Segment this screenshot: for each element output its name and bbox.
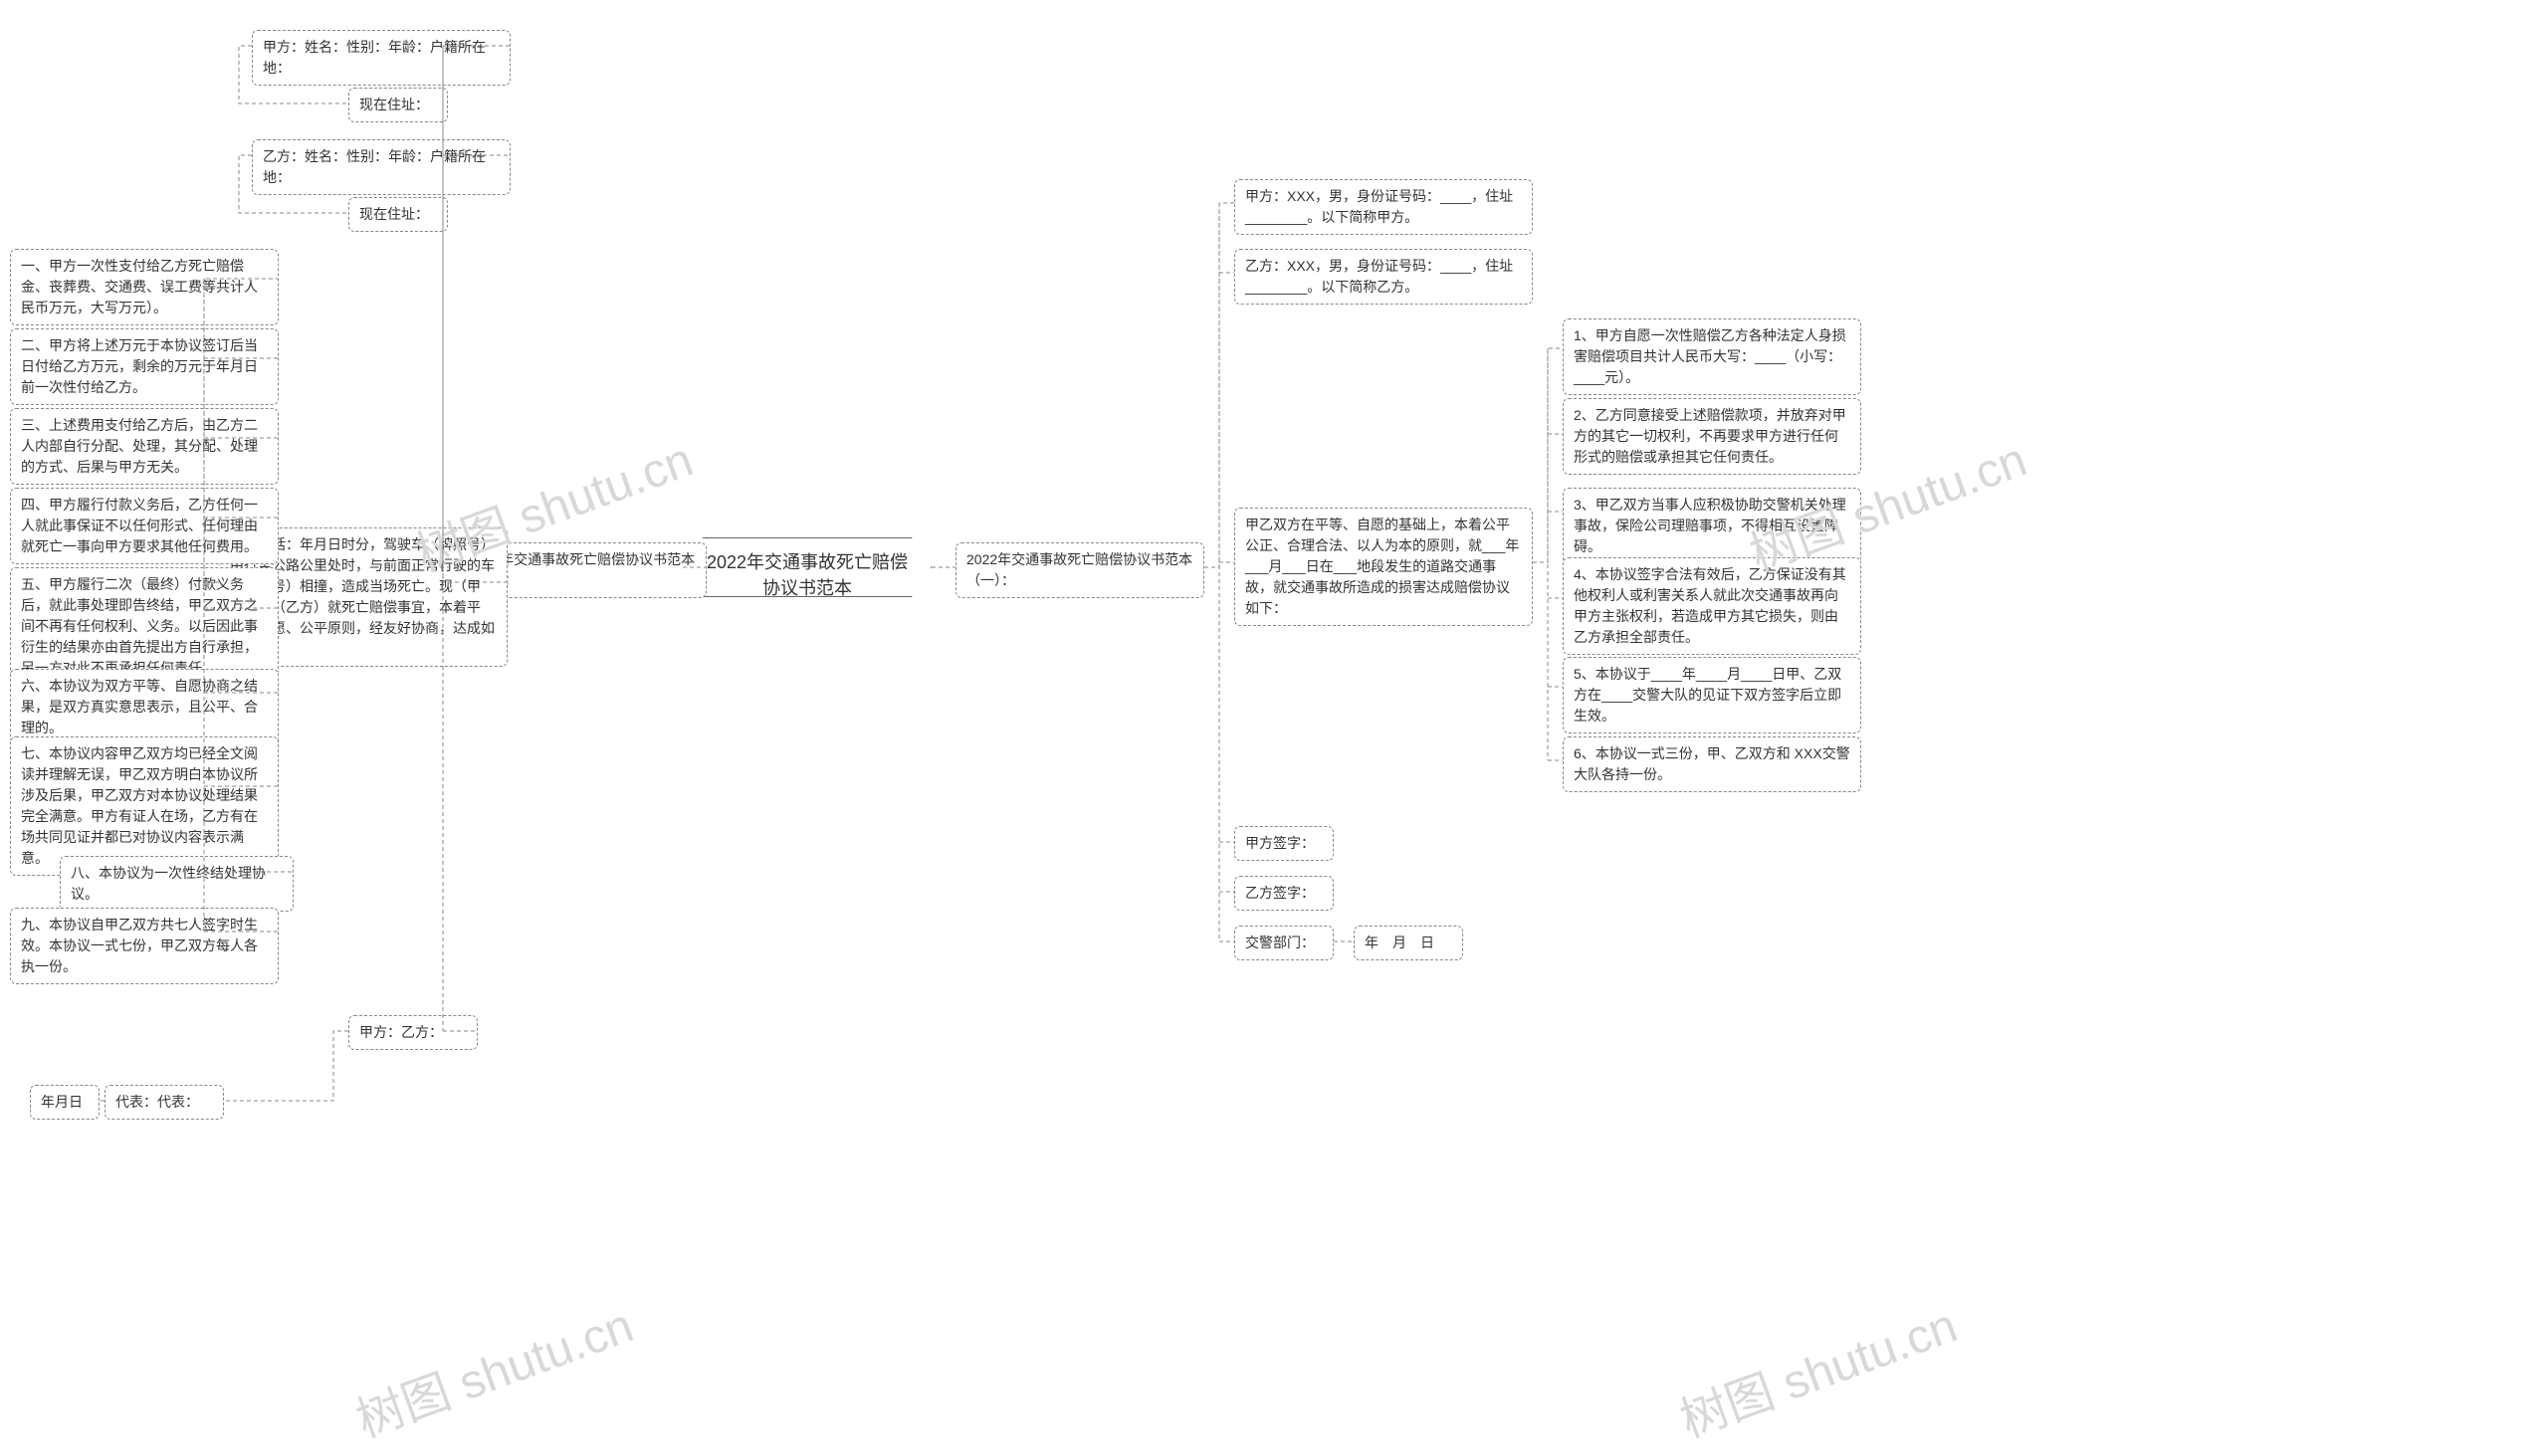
left-child-2-sub-7: 八、本协议为一次性终结处理协议。: [60, 856, 294, 912]
left-child-2-sub-8: 九、本协议自甲乙双方共七人签字时生效。本协议一式七份，甲乙双方每人各执一份。: [10, 908, 279, 984]
right-child-2-sub-5: 6、本协议一式三份，甲、乙双方和 XXX交警大队各持一份。: [1563, 736, 1861, 792]
right-child-2-sub-2: 3、甲乙双方当事人应积极协助交警机关处理事故，保险公司理赔事项，不得相互设置障碍…: [1563, 488, 1861, 564]
left-child-3-tail: 代表：代表：: [105, 1085, 224, 1120]
left-child-2-sub-5: 六、本协议为双方平等、自愿协商之结果，是双方真实意思表示，且公平、合理的。: [10, 669, 279, 745]
left-child-2-sub-3: 四、甲方履行付款义务后，乙方任何一人就此事保证不以任何形式、任何理由就死亡一事向…: [10, 488, 279, 564]
root-node: 2022年交通事故死亡赔偿协议书范本: [683, 537, 932, 597]
left-child-3-tail2: 年月日: [30, 1085, 100, 1120]
right-child-2-sub-0: 1、甲方自愿一次性赔偿乙方各种法定人身损害赔偿项目共计人民币大写：____（小写…: [1563, 318, 1861, 395]
right-child-5: 交警部门：: [1234, 926, 1334, 960]
watermark-3: 树图 shutu.cn: [1669, 1286, 1965, 1450]
right-child-0: 甲方：XXX，男，身份证号码：____，住址________。以下简称甲方。: [1234, 179, 1533, 235]
right-child-2: 甲乙双方在平等、自愿的基础上，本着公平公正、合理合法、以人为本的原则，就___年…: [1234, 508, 1533, 626]
right-child-3: 甲方签字：: [1234, 826, 1334, 861]
right-child-1: 乙方：XXX，男，身份证号码：____，住址________。以下简称乙方。: [1234, 249, 1533, 305]
right-child-2-sub-3: 4、本协议签字合法有效后，乙方保证没有其他权利人或利害关系人就此次交通事故再向甲…: [1563, 557, 1861, 655]
right-child-4: 乙方签字：: [1234, 876, 1334, 911]
right-child-2-sub-4: 5、本协议于____年____月____日甲、乙双方在____交警大队的见证下双…: [1563, 657, 1861, 733]
left-child-2-sub-6: 七、本协议内容甲乙双方均已经全文阅读并理解无误，甲乙双方明白本协议所涉及后果，甲…: [10, 736, 279, 876]
left-child-1: 乙方：姓名：性别：年龄：户籍所在地：: [252, 139, 511, 195]
left-child-3: 甲方：乙方：: [348, 1015, 478, 1050]
left-child-2-sub-0: 一、甲方一次性支付给乙方死亡赔偿金、丧葬费、交通费、误工费等共计人民币万元，大写…: [10, 249, 279, 325]
right-child-2-sub-1: 2、乙方同意接受上述赔偿款项，并放弃对甲方的其它一切权利，不再要求甲方进行任何形…: [1563, 398, 1861, 475]
watermark-2: 树图 shutu.cn: [345, 1286, 641, 1450]
left-child-2-sub-1: 二、甲方将上述万元于本协议签订后当日付给乙方万元，剩余的万元于年月日前一次性付给…: [10, 328, 279, 405]
left-child-0: 甲方：姓名：性别：年龄：户籍所在地：: [252, 30, 511, 86]
left-child-1-tail: 现在住址：: [348, 197, 448, 232]
left-child-0-tail: 现在住址：: [348, 88, 448, 122]
left-child-2-sub-2: 三、上述费用支付给乙方后，由乙方二人内部自行分配、处理，其分配、处理的方式、后果…: [10, 408, 279, 485]
right-child-5-tail: 年 月 日: [1354, 926, 1463, 960]
branch-right: 2022年交通事故死亡赔偿协议书范本（一）：: [956, 542, 1204, 598]
